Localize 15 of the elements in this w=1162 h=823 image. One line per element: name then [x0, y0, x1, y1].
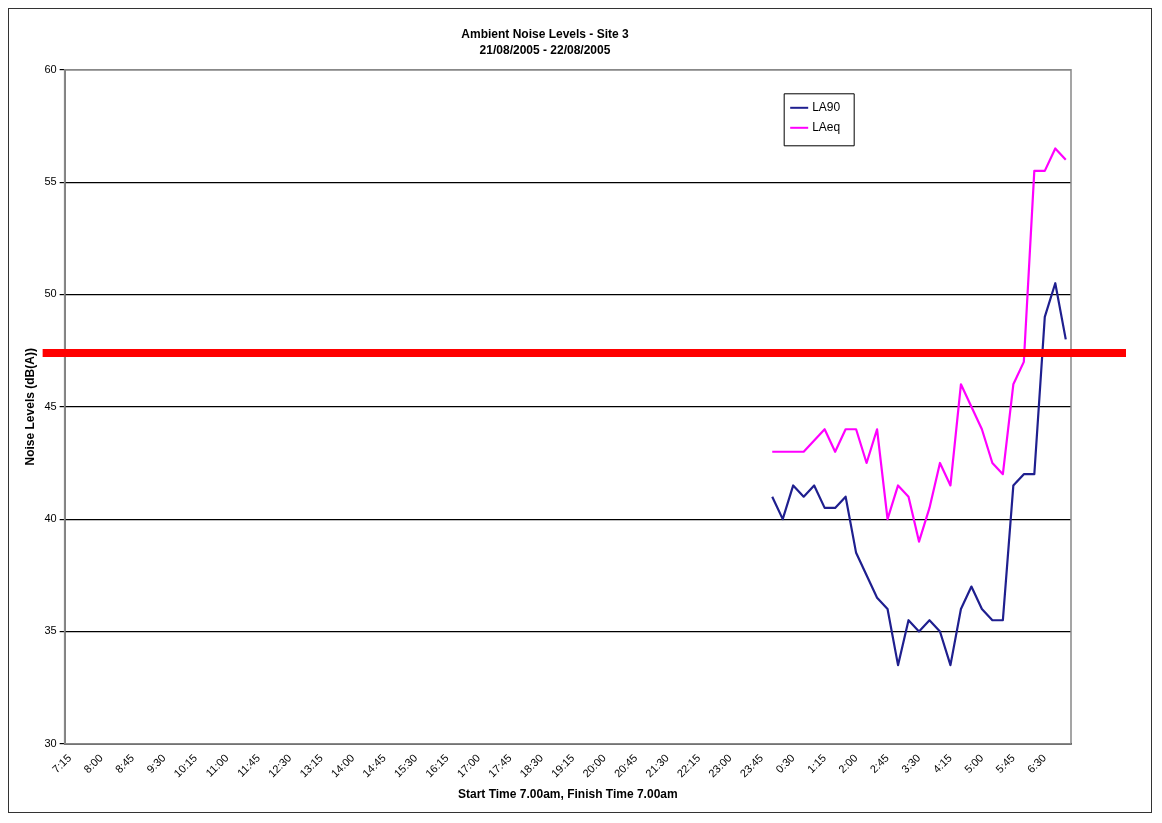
x-tick-label: 4:15 — [930, 751, 954, 776]
y-tick-label: 35 — [44, 624, 57, 637]
legend-label: LAeq — [812, 120, 841, 135]
y-axis-title: Noise Levels (dB(A)) — [22, 348, 37, 466]
chart-subtitle: 21/08/2005 - 22/08/2005 — [479, 42, 611, 57]
chart-title: Ambient Noise Levels - Site 3 — [461, 26, 630, 41]
y-tick-label: 60 — [44, 62, 57, 75]
x-tick-label: 7:15 — [49, 751, 74, 776]
x-axis-title: Start Time 7.00am, Finish Time 7.00am — [457, 787, 678, 802]
y-tick-label: 30 — [44, 736, 57, 749]
y-tick-label: 40 — [44, 512, 57, 525]
y-tick-label: 50 — [44, 287, 57, 300]
legend-label: LA90 — [812, 100, 841, 115]
y-tick-label: 55 — [44, 175, 57, 188]
y-tick-label: 45 — [44, 399, 57, 412]
